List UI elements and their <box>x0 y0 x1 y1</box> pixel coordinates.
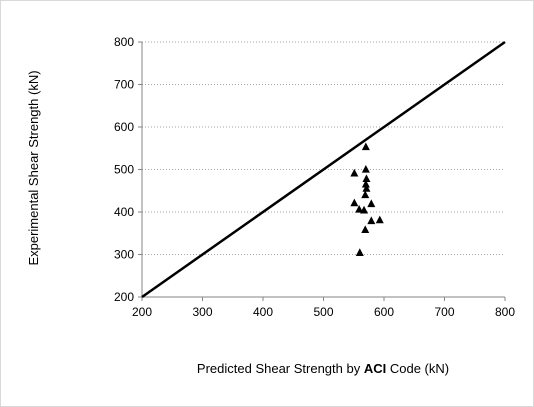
x-axis-title-bold: ACI <box>364 361 386 376</box>
data-point <box>367 199 376 208</box>
data-point <box>362 174 371 182</box>
data-point <box>361 190 370 199</box>
y-tick-label: 700 <box>114 78 134 92</box>
reference-line <box>141 40 506 299</box>
x-axis-title-suffix: Code (kN) <box>386 361 449 376</box>
x-axis-title: Predicted Shear Strength by ACI Code (kN… <box>197 361 449 376</box>
data-point <box>362 184 371 192</box>
x-tick-label: 800 <box>495 305 515 319</box>
gridlines <box>142 41 505 255</box>
y-tick-label: 600 <box>114 120 134 134</box>
y-tick-label: 800 <box>114 35 134 49</box>
data-points <box>350 142 384 256</box>
y-tick-label: 400 <box>114 205 134 219</box>
data-point <box>361 165 370 173</box>
x-tick-label: 200 <box>132 305 152 319</box>
x-tick-label: 700 <box>434 305 454 319</box>
y-tick-label: 300 <box>114 248 134 262</box>
data-point <box>375 215 384 224</box>
data-point <box>350 198 359 207</box>
data-point <box>361 225 370 233</box>
data-point <box>367 216 376 225</box>
y-tick-label: 500 <box>114 163 134 177</box>
tick-labels: 200 300 400 500 600 700 800 200 300 400 500 600 700 8… <box>114 35 515 319</box>
data-point <box>361 179 370 188</box>
data-point <box>360 205 369 214</box>
x-tick-label: 600 <box>374 305 394 319</box>
data-point <box>350 168 359 177</box>
reference-line-layer <box>141 40 506 299</box>
y-axis-title: Experimental Shear Strength (kN) <box>26 70 41 265</box>
data-point <box>361 142 370 151</box>
y-tick-label: 200 <box>114 290 134 304</box>
x-tick-label: 400 <box>253 305 273 319</box>
axes <box>138 41 506 301</box>
data-point <box>355 248 364 256</box>
x-axis-title-prefix: Predicted Shear Strength by <box>197 361 364 376</box>
x-tick-label: 300 <box>192 305 212 319</box>
data-point <box>355 204 364 213</box>
x-tick-label: 500 <box>313 305 333 319</box>
